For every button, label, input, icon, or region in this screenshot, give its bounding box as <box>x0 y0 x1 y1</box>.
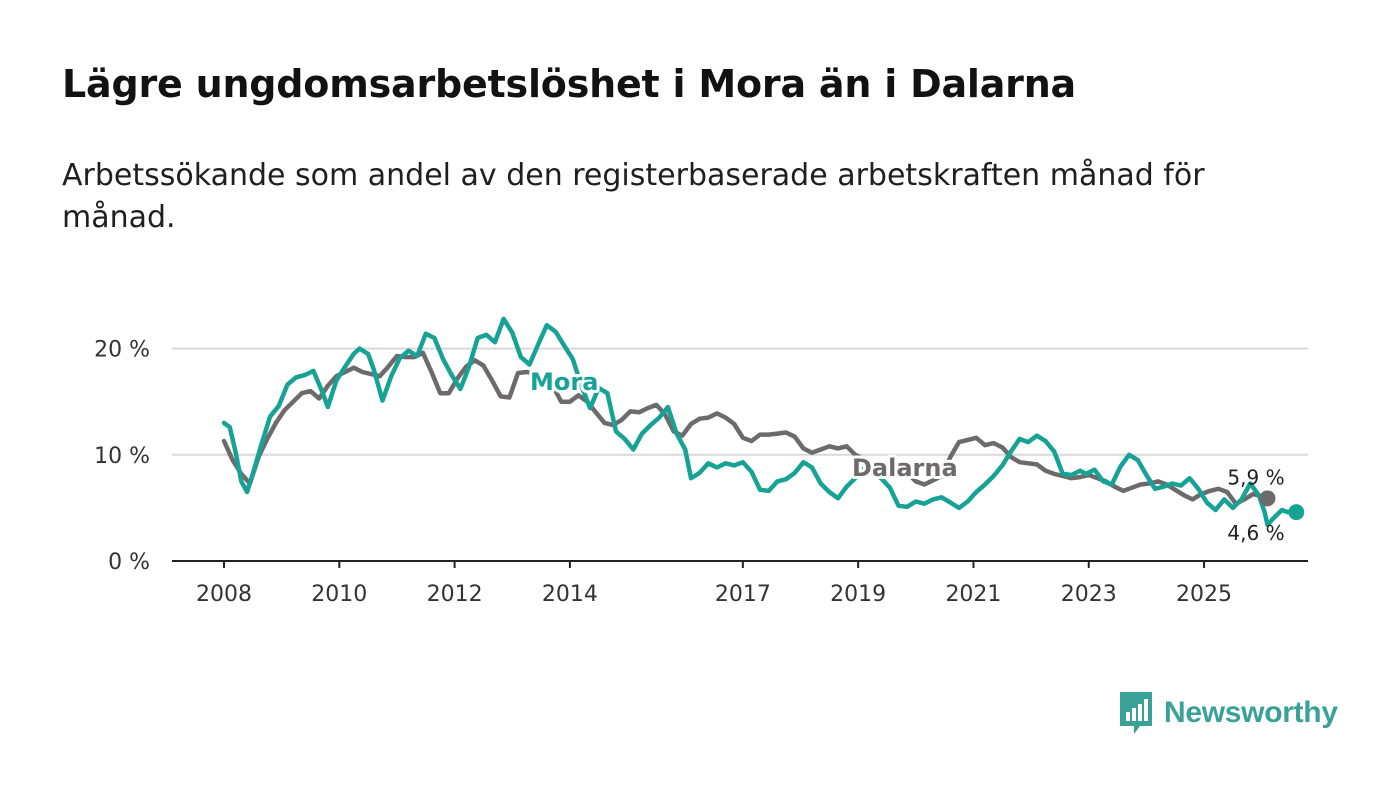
x-tick-label: 2019 <box>830 582 886 607</box>
series-line-mora <box>221 316 1299 528</box>
end-marker-mora <box>1288 504 1305 521</box>
brand-name: Newsworthy <box>1164 696 1338 729</box>
y-tick-label: 20 % <box>94 338 150 363</box>
end-value-dalarna: 5,9 % <box>1227 465 1284 489</box>
x-tick-label: 2008 <box>196 582 252 607</box>
y-tick-label: 0 % <box>108 550 150 575</box>
x-tick-label: 2021 <box>945 582 1001 607</box>
end-value-mora: 4,6 % <box>1227 521 1284 545</box>
chart-title: Lägre ungdomsarbetslöshet i Mora än i Da… <box>62 62 1076 106</box>
x-tick-label: 2023 <box>1061 582 1117 607</box>
x-tick-label: 2025 <box>1176 582 1232 607</box>
series-name-mora: Mora <box>530 368 598 396</box>
gridlines <box>172 347 1308 456</box>
y-tick-label: 10 % <box>94 444 150 469</box>
x-tick-label: 2010 <box>311 582 367 607</box>
x-tick-label: 2012 <box>427 582 483 607</box>
series-labels: Dalarna Mora 5,9 % 4,6 % <box>527 365 1305 545</box>
newsworthy-brand[interactable]: Newsworthy <box>1118 690 1338 736</box>
series-line-dalarna <box>221 350 1270 506</box>
end-marker-dalarna <box>1259 490 1276 507</box>
series-name-dalarna: Dalarna <box>852 454 958 482</box>
x-tick-label: 2017 <box>715 582 771 607</box>
chart-subtitle: Arbetssökande som andel av den registerb… <box>62 158 1205 235</box>
axes: 0 % 10 % 20 % 2008 2010 2012 2014 2017 2019 2021 2… <box>94 338 1308 607</box>
x-tick-label: 2014 <box>542 582 598 607</box>
newsworthy-logo-icon <box>1120 692 1152 734</box>
series-lines <box>221 316 1299 528</box>
